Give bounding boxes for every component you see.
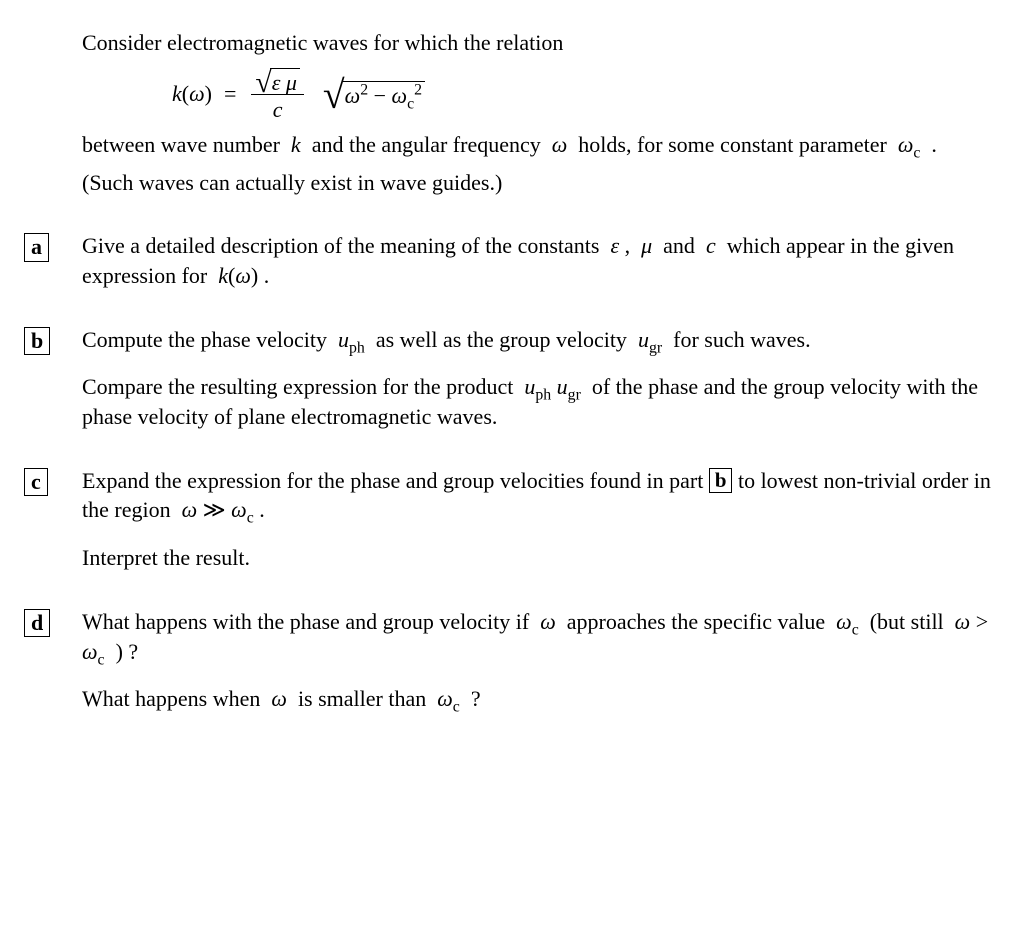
intro-line-1: Consider electromagnetic waves for which… [82, 28, 1000, 58]
txt: holds, for some constant parameter [578, 132, 892, 157]
part-c: c Expand the expression for the phase an… [24, 466, 1000, 573]
sym-omega-c: ωc [892, 132, 926, 157]
gutter-empty [24, 28, 82, 30]
sym-ugr: ugr [632, 327, 667, 352]
txt: (but still [870, 609, 949, 634]
content-d: What happens with the phase and group ve… [82, 607, 1000, 714]
intro-content: Consider electromagnetic waves for which… [82, 28, 1000, 197]
d-line-1: What happens with the phase and group ve… [82, 607, 1000, 666]
txt: approaches the specific value [567, 609, 831, 634]
txt: What happens with the phase and group ve… [82, 609, 535, 634]
label-d: d [24, 609, 50, 637]
txt: ) ? [110, 639, 138, 664]
eq-equals: = [218, 79, 242, 109]
sqrt-omega: √ ω2 − ωc2 [323, 81, 425, 107]
d-line-2: What happens when ω is smaller than ωc ? [82, 684, 1000, 714]
sym-omega-d2: ω [266, 686, 293, 711]
sym-c: c [700, 233, 721, 258]
part-b: b Compute the phase velocity uph as well… [24, 325, 1000, 432]
eq-lhs: k(ω) [172, 79, 212, 109]
txt: Compare the resulting expression for the… [82, 374, 519, 399]
txt: between wave number [82, 132, 285, 157]
intro-line-2: between wave number k and the angular fr… [82, 130, 1000, 160]
txt: Expand the expression for the phase and … [82, 468, 709, 493]
b-line-2: Compare the resulting expression for the… [82, 372, 1000, 431]
txt: . [926, 132, 937, 157]
sym-uph-ugr: uph ugr [519, 374, 587, 399]
c-line-1: Expand the expression for the phase and … [82, 466, 1000, 525]
txt: ? [465, 686, 480, 711]
part-d: d What happens with the phase and group … [24, 607, 1000, 714]
a-text: Give a detailed description of the meani… [82, 231, 1000, 290]
sqrt-eps-mu: √ ε μ [255, 68, 300, 94]
txt: as well as the group velocity [376, 327, 633, 352]
intro-block: Consider electromagnetic waves for which… [24, 28, 1000, 197]
problem-page: Consider electromagnetic waves for which… [0, 0, 1024, 714]
txt: Compute the phase velocity [82, 327, 333, 352]
gutter-a: a [24, 231, 82, 261]
sym-k: k [285, 132, 306, 157]
content-b: Compute the phase velocity uph as well a… [82, 325, 1000, 432]
sym-omega-c-d2: ωc [432, 686, 466, 711]
ref-box-b: b [709, 468, 733, 493]
txt: What happens when [82, 686, 266, 711]
sym-k-omega: k(ω) [213, 263, 264, 288]
content-c: Expand the expression for the phase and … [82, 466, 1000, 573]
sym-uph: uph [333, 327, 371, 352]
sym-omega-d: ω [535, 609, 562, 634]
txt: is smaller than [298, 686, 432, 711]
sym-omega: ω [546, 132, 573, 157]
txt: and [663, 233, 700, 258]
sym-eps: ε [605, 233, 625, 258]
label-b: b [24, 327, 50, 355]
cond-omega-gg: ω ≫ ωc [176, 497, 259, 522]
txt: and the angular frequency [312, 132, 547, 157]
intro-line-3: (Such waves can actually exist in wave g… [82, 168, 1000, 198]
part-a: a Give a detailed description of the mea… [24, 231, 1000, 290]
txt: for such waves. [673, 327, 810, 352]
c-line-2: Interpret the result. [82, 543, 1000, 573]
sym-omega-c-d: ωc [831, 609, 865, 634]
sym-mu: μ [636, 233, 658, 258]
txt: Give a detailed description of the meani… [82, 233, 605, 258]
b-line-1: Compute the phase velocity uph as well a… [82, 325, 1000, 355]
gutter-b: b [24, 325, 82, 355]
dispersion-equation: k(ω) = √ ε μ c √ ω2 − [172, 66, 1000, 122]
label-a: a [24, 233, 49, 261]
content-a: Give a detailed description of the meani… [82, 231, 1000, 290]
gutter-d: d [24, 607, 82, 637]
eq-fraction: √ ε μ c [251, 66, 304, 122]
label-c: c [24, 468, 48, 496]
gutter-c: c [24, 466, 82, 496]
